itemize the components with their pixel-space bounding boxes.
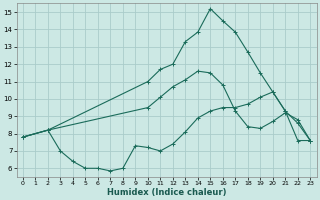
X-axis label: Humidex (Indice chaleur): Humidex (Indice chaleur) — [107, 188, 226, 197]
